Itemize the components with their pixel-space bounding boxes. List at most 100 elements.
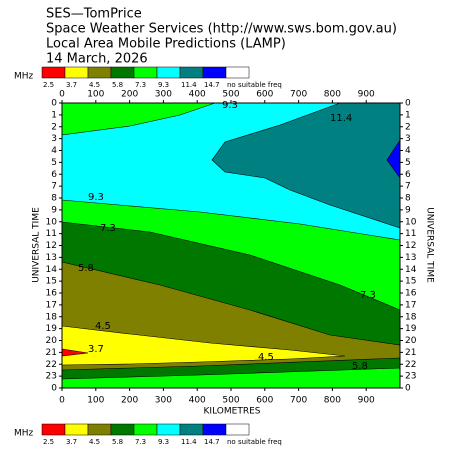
legend-swatch xyxy=(133,423,158,436)
y-tick-label: 3 xyxy=(51,134,57,144)
legend-swatch xyxy=(156,423,181,436)
y-tick-label: 7 xyxy=(405,182,411,192)
legend-label: 3.7 xyxy=(66,438,77,446)
legend-swatch xyxy=(225,66,250,79)
y-tick-label: 12 xyxy=(46,241,57,251)
legend-swatch xyxy=(87,66,112,79)
legend-label: 3.7 xyxy=(66,81,77,89)
y-tick-label: 13 xyxy=(46,253,57,263)
x-tick-label: 300 xyxy=(155,396,172,406)
y-tick-label: 9 xyxy=(405,205,411,215)
contour-label: 5.8 xyxy=(352,361,368,372)
legend-swatch xyxy=(64,423,89,436)
legend-label: no suitable freq xyxy=(227,81,282,89)
x-tick-label: 600 xyxy=(256,396,273,406)
x-tick-label: 300 xyxy=(155,90,172,100)
x-tick-label: 500 xyxy=(222,90,239,100)
legend-swatch xyxy=(179,423,204,436)
x-tick-label: 0 xyxy=(59,396,65,406)
header-line: Space Weather Services (http://www.sws.b… xyxy=(46,22,397,37)
y-tick-label: 21 xyxy=(46,348,57,358)
legend-label: 14.7 xyxy=(204,438,220,446)
legend-label: 2.5 xyxy=(43,438,54,446)
y-tick-label: 0 xyxy=(405,384,411,394)
contour-label: 5.8 xyxy=(78,263,94,274)
x-tick-label: 600 xyxy=(256,90,273,100)
legend-label: 11.4 xyxy=(181,81,197,89)
contour-region xyxy=(61,325,346,366)
y-tick-label: 5 xyxy=(405,158,411,168)
legend-label: 9.3 xyxy=(158,81,169,89)
legend-label: 14.7 xyxy=(204,81,220,89)
y-tick-label: 2 xyxy=(51,122,57,132)
y-tick-label: 9 xyxy=(51,205,57,215)
y-tick-label: 7 xyxy=(51,182,57,192)
y-tick-label: 13 xyxy=(405,253,416,263)
y-tick-label: 0 xyxy=(51,384,57,394)
x-tick-label: 200 xyxy=(121,396,138,406)
legend-label: 7.3 xyxy=(135,438,146,446)
y-tick-label: 15 xyxy=(405,277,416,287)
y-tick-label: 23 xyxy=(46,372,57,382)
x-tick-label: 900 xyxy=(358,90,375,100)
x-tick-label: 100 xyxy=(87,90,104,100)
y-tick-label: 15 xyxy=(46,277,57,287)
y-tick-label: 4 xyxy=(51,146,57,156)
x-tick-label: 400 xyxy=(189,396,206,406)
legend-swatch xyxy=(41,423,66,436)
header-line: 14 March, 2026 xyxy=(46,52,148,67)
y-tick-label: 1 xyxy=(405,110,411,120)
x-tick-label: 200 xyxy=(121,90,138,100)
y-tick-label: 11 xyxy=(405,229,416,239)
legend-label: 4.5 xyxy=(89,81,100,89)
legend-label: 2.5 xyxy=(43,81,54,89)
legend-swatch xyxy=(202,423,227,436)
y-tick-label: 2 xyxy=(405,122,411,132)
legend-swatch xyxy=(41,66,66,79)
legend-label: 7.3 xyxy=(135,81,146,89)
legend-swatch xyxy=(202,66,227,79)
y-tick-label: 11 xyxy=(46,229,57,239)
y-tick-label: 6 xyxy=(405,170,411,180)
x-tick-label: 900 xyxy=(358,396,375,406)
y-tick-label: 10 xyxy=(405,217,417,227)
y-tick-label: 18 xyxy=(46,312,58,322)
legend-unit: MHz xyxy=(14,429,34,439)
y-tick-label: 8 xyxy=(405,194,411,204)
y-tick-label: 22 xyxy=(405,360,416,370)
legend-swatch xyxy=(87,423,112,436)
y-tick-label: 5 xyxy=(51,158,57,168)
y-tick-label: 20 xyxy=(405,336,417,346)
contour-label: 7.3 xyxy=(360,290,376,301)
y-tick-label: 23 xyxy=(405,372,416,382)
contour-label: 4.5 xyxy=(95,321,111,332)
y-tick-label: 14 xyxy=(46,265,58,275)
legend-swatch xyxy=(133,66,158,79)
y-tick-label: 10 xyxy=(46,217,58,227)
y-tick-label: 17 xyxy=(46,300,57,310)
y-tick-label: 0 xyxy=(51,99,57,109)
contour-label: 3.7 xyxy=(88,344,104,355)
contour-label: 7.3 xyxy=(100,223,116,234)
legend-swatch xyxy=(110,66,135,79)
legend-label: 11.4 xyxy=(181,438,197,446)
x-tick-label: 700 xyxy=(290,90,307,100)
legend-label: no suitable freq xyxy=(227,438,282,446)
x-axis-label: KILOMETRES xyxy=(204,407,261,417)
legend-swatch xyxy=(110,423,135,436)
y-tick-label: 6 xyxy=(51,170,57,180)
y-axis-label: UNIVERSAL TIME xyxy=(425,207,435,283)
legend-label: 5.8 xyxy=(112,438,123,446)
contour-label: 4.5 xyxy=(258,352,274,363)
y-tick-label: 1 xyxy=(51,110,57,120)
x-tick-label: 400 xyxy=(189,90,206,100)
legend-swatch xyxy=(64,66,89,79)
y-tick-label: 16 xyxy=(46,289,58,299)
legend-swatch xyxy=(156,66,181,79)
x-tick-label: 500 xyxy=(222,396,239,406)
legend-label: 5.8 xyxy=(112,81,123,89)
legend-swatch xyxy=(225,423,250,436)
contour-label: 11.4 xyxy=(330,113,352,124)
y-tick-label: 12 xyxy=(405,241,416,251)
